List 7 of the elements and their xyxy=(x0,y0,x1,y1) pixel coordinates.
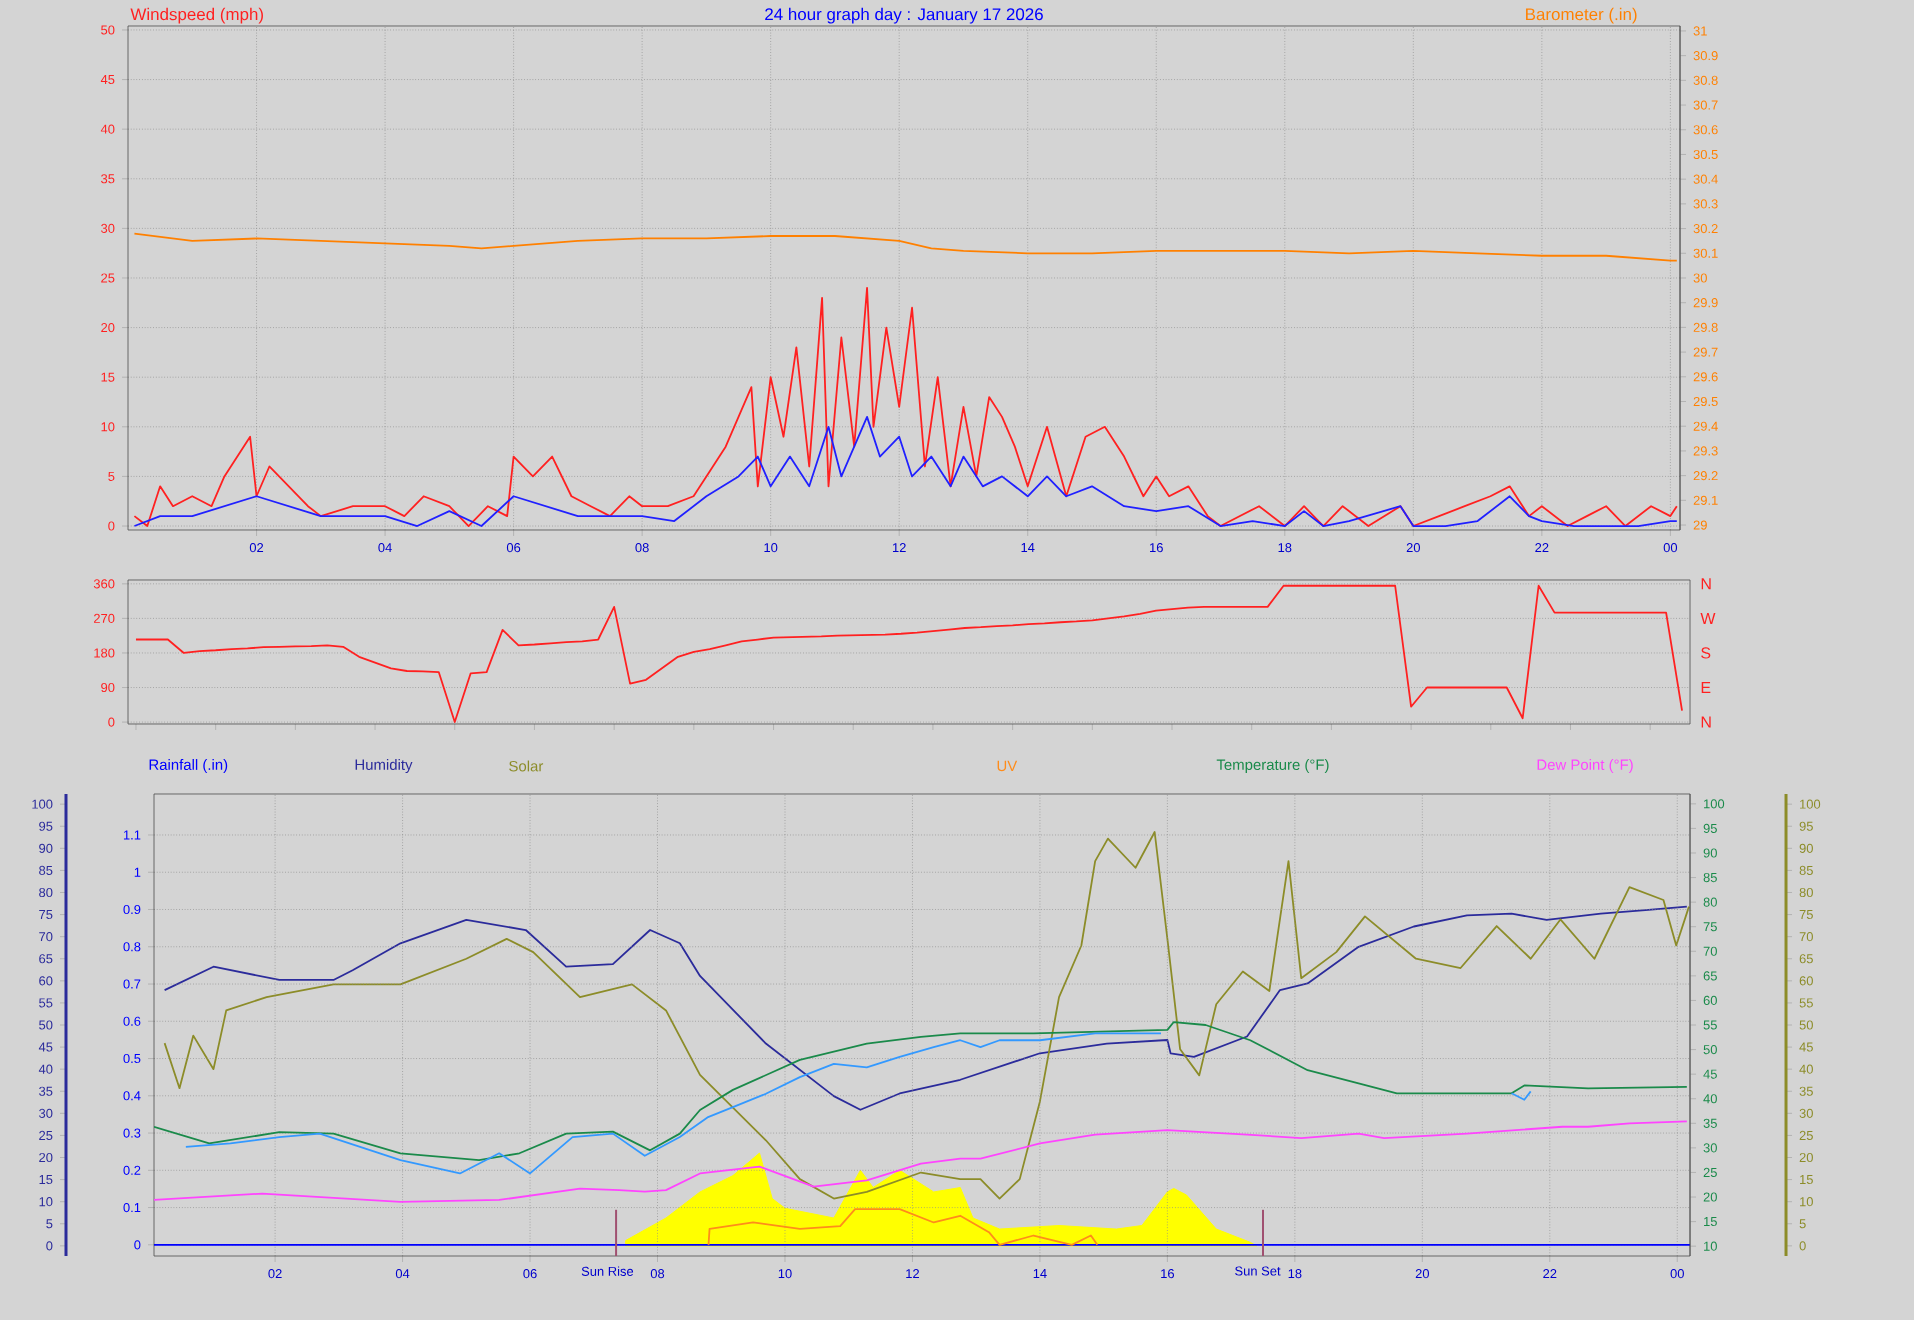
y2-axis-title: Barometer (.in) xyxy=(1526,7,1637,24)
chart-title: 24 hour graph day : January 17 2026 xyxy=(765,7,1043,24)
line-series xyxy=(163,905,1688,1111)
line-series xyxy=(707,1208,1099,1246)
line-series xyxy=(163,831,1690,1200)
line-series xyxy=(154,1120,1688,1203)
y-axis-title: Windspeed (mph) xyxy=(130,7,263,24)
